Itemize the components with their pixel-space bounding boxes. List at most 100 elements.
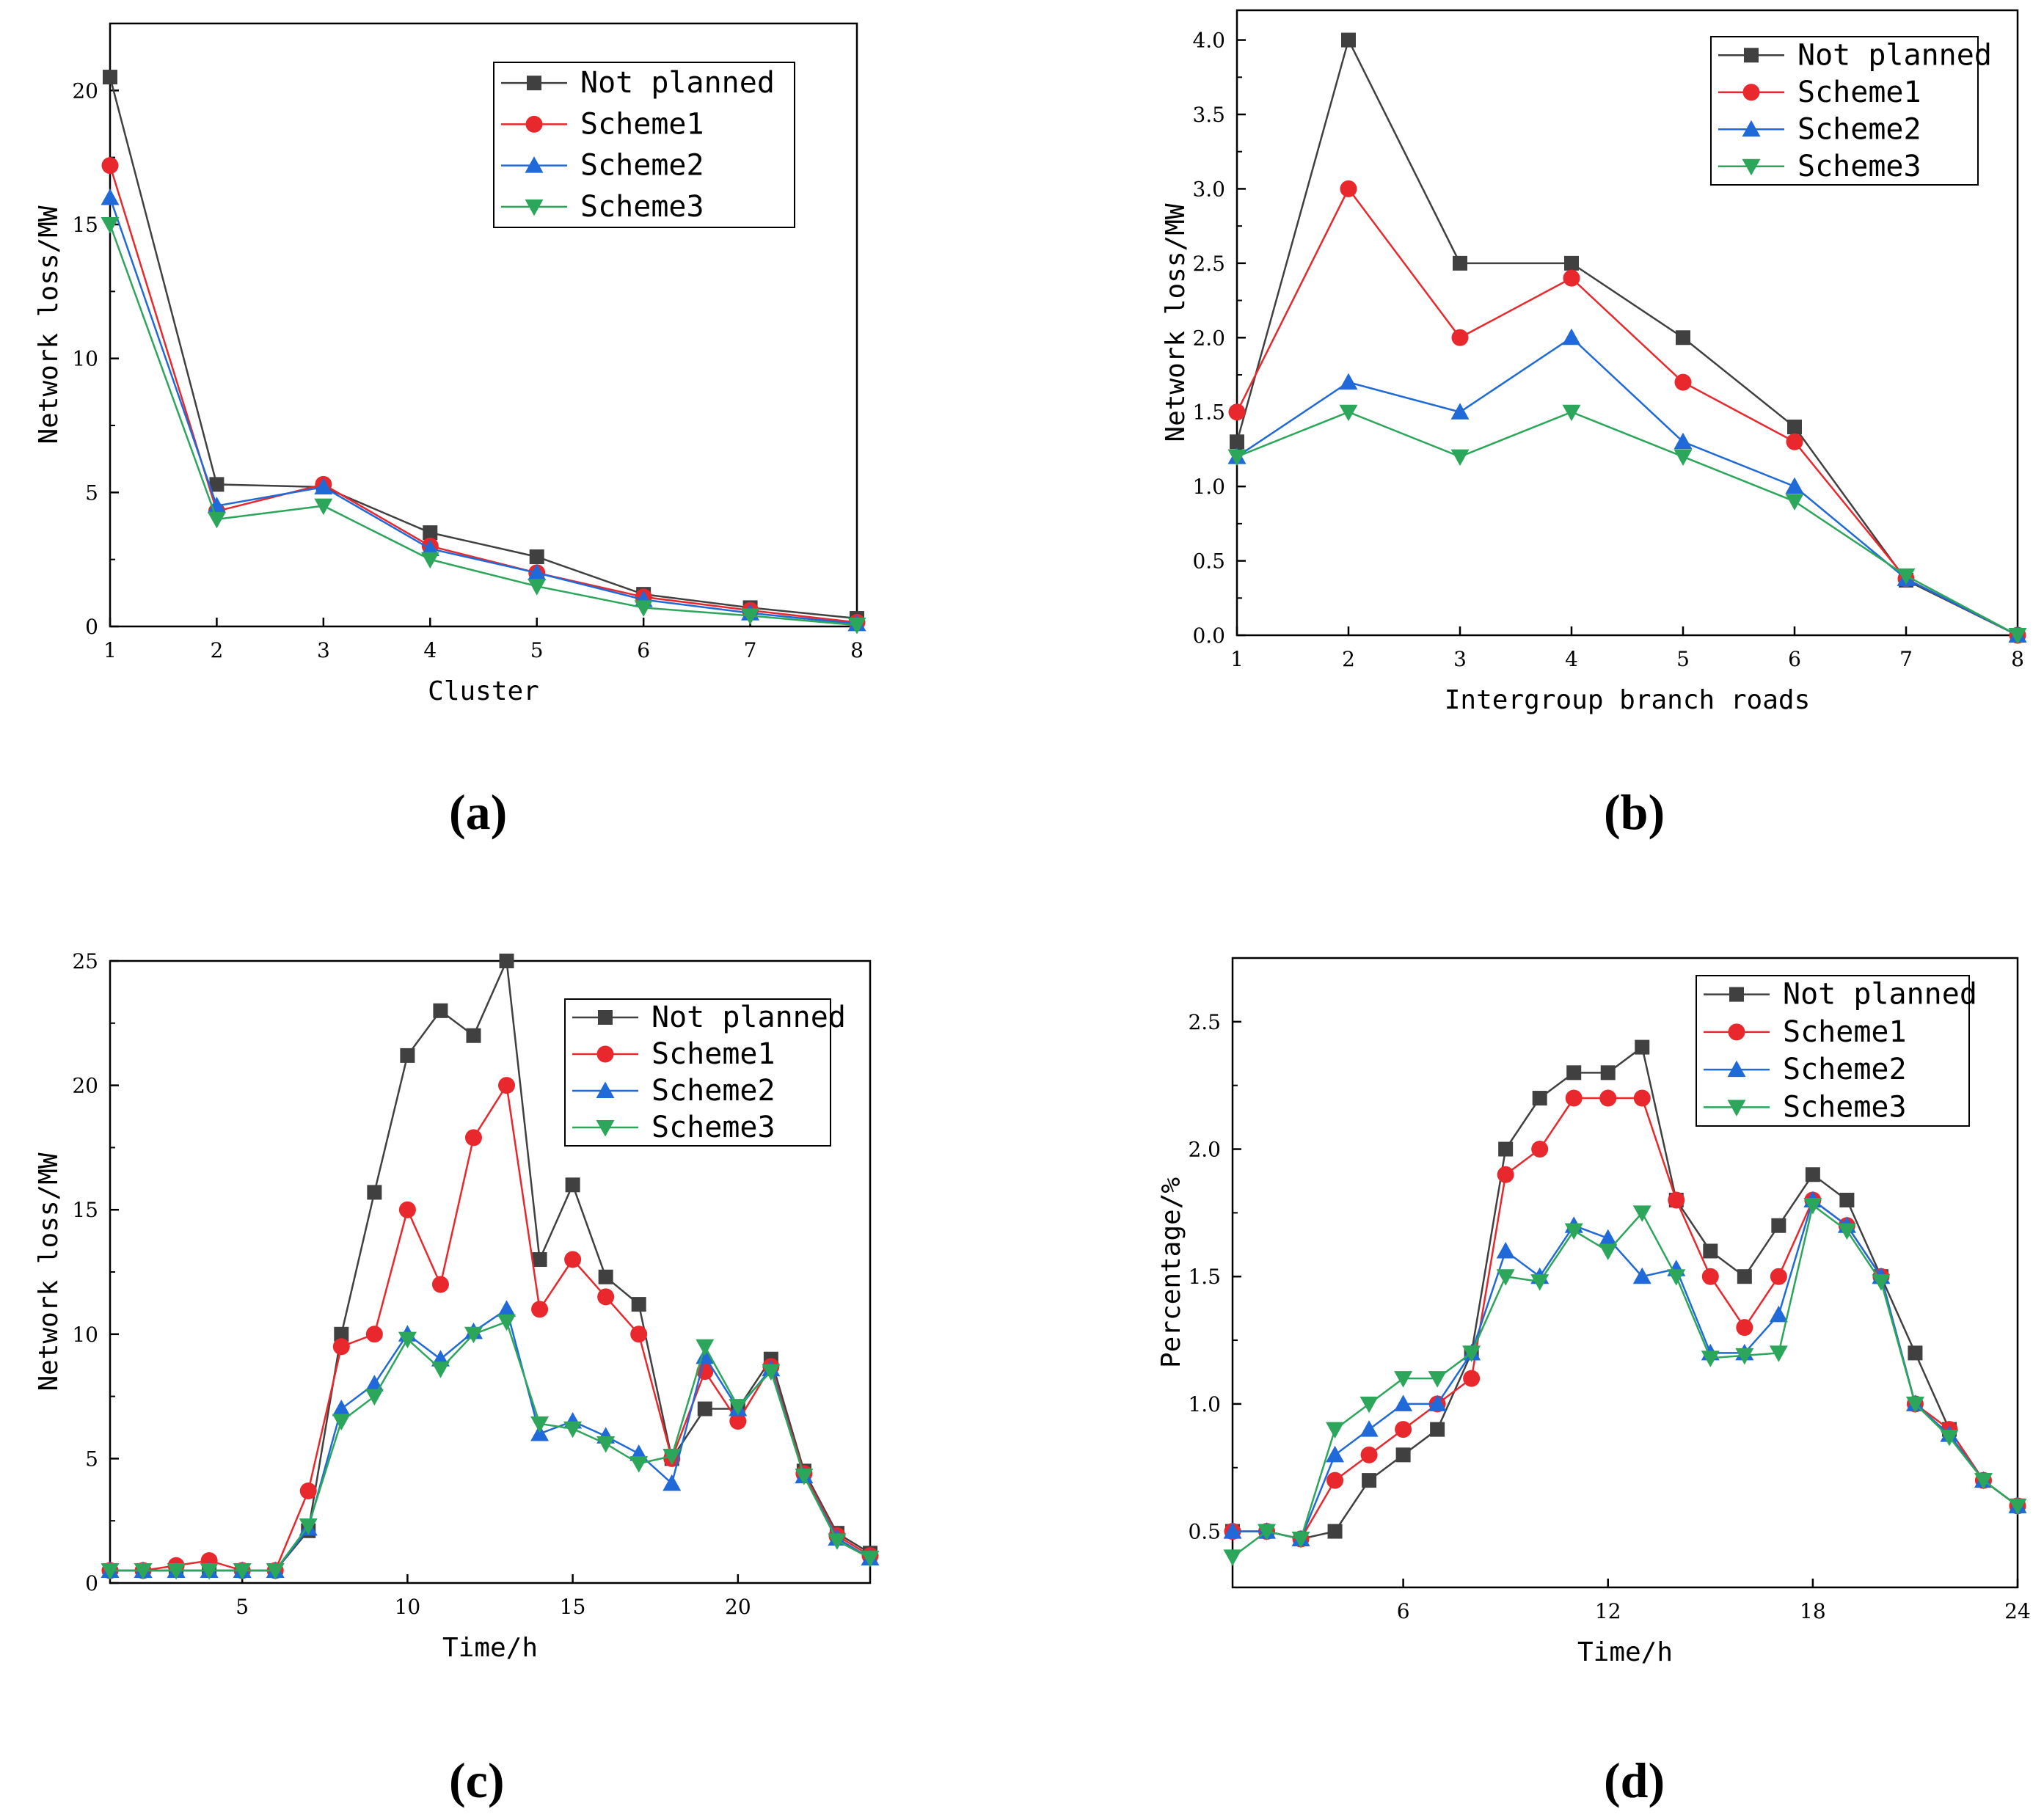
legend-label-scheme2: Scheme2 [1797,112,1921,146]
data-point-scheme1 [299,1482,317,1499]
data-point-scheme3 [1974,1473,1993,1490]
y-tick-label: 5 [85,1447,98,1471]
y-tick-label: 10 [72,347,98,371]
chart-panel-d: 0.5 1.0 1.5 2.0 2.5 6 12 18 24 Time/h Percentage/%… [1156,957,2031,1808]
data-point-scheme3 [1785,494,1804,511]
data-point-scheme3 [634,600,653,617]
y-tick-label: 2.5 [1188,1010,1221,1034]
data-point-scheme3 [1940,1430,1959,1447]
data-point-scheme3 [398,1331,417,1349]
data-point-scheme3 [299,1518,318,1535]
data-point-scheme2 [528,563,547,580]
data-point-scheme1 [531,1301,549,1318]
data-point-scheme2 [1326,1445,1345,1463]
y-tick-label: 15 [72,213,98,237]
data-point-scheme1 [365,1326,383,1343]
data-point-scheme3 [1673,449,1693,467]
x-tick-label: 5 [1676,647,1690,671]
data-point-not_planned [1341,32,1356,48]
y-tick-label: 2.0 [1192,326,1225,350]
y-axis-title: Percentage/% [1156,1177,1186,1368]
y-axis-title: Network loss/MW [34,205,64,444]
y-tick-label: 3.5 [1192,103,1225,127]
data-point-not_planned [529,549,544,565]
y-tick-label: 0.5 [1188,1520,1221,1544]
data-point-not_planned [1676,330,1690,346]
data-point-not_planned [400,1048,415,1063]
data-point-scheme1 [1497,1166,1514,1183]
series-line-scheme1 [109,165,858,624]
data-point-scheme3 [497,1314,517,1331]
series-line-scheme2 [109,197,858,625]
legend-marker-not_planned [527,76,541,91]
y-tick-label: 1.0 [1192,475,1225,499]
data-point-scheme1 [398,1201,416,1218]
data-point-not_planned [466,1028,481,1043]
x-tick-label: 12 [1595,1599,1621,1623]
data-point-scheme3 [1667,1269,1686,1286]
data-point-scheme1 [1451,329,1469,346]
data-point-scheme3 [167,1563,186,1580]
y-tick-label: 15 [72,1198,98,1222]
legend-label-scheme3: Scheme3 [1797,150,1921,183]
data-point-scheme1 [1599,1089,1617,1107]
data-point-scheme2 [332,1400,351,1416]
data-point-scheme3 [828,1533,847,1550]
x-tick-label: 18 [1800,1599,1826,1623]
data-point-scheme3 [1530,1274,1550,1291]
data-point-not_planned [1839,1193,1855,1207]
data-point-not_planned [1600,1065,1616,1081]
data-point-scheme3 [1897,568,1916,585]
data-point-not_planned [1737,1269,1752,1284]
data-point-scheme3 [365,1389,384,1406]
legend-label-not_planned: Not planned [580,66,775,100]
data-point-scheme2 [314,478,333,495]
data-point-scheme1 [1668,1191,1685,1209]
data-point-not_planned [565,1177,580,1193]
data-point-scheme3 [314,498,333,516]
legend-label-not_planned: Not planned [651,1001,846,1034]
data-point-scheme3 [266,1563,285,1580]
y-tick-label: 1.0 [1188,1392,1221,1416]
data-point-scheme2 [663,1474,682,1491]
data-point-scheme3 [663,1449,682,1466]
data-point-not_planned [1805,1167,1820,1182]
data-point-scheme3 [1905,1396,1924,1414]
series-line-scheme1 [1235,187,2018,637]
data-point-scheme3 [1326,1422,1345,1439]
data-point-scheme2 [101,188,120,205]
data-point-not_planned [209,477,225,492]
x-tick-label: 1 [1230,647,1244,671]
series-scheme1 [101,157,866,632]
data-point-scheme1 [1770,1268,1787,1285]
data-point-scheme3 [1223,1549,1242,1566]
data-point-scheme3 [200,1563,219,1580]
legend-marker-scheme2 [1742,120,1761,137]
data-point-scheme3 [1291,1532,1310,1549]
legend-label-not_planned: Not planned [1783,978,1977,1012]
data-point-scheme3 [1496,1269,1515,1286]
data-point-not_planned [631,1297,646,1312]
x-axis-title: Time/h [1577,1637,1673,1667]
x-tick-label: 15 [560,1595,586,1619]
data-point-scheme1 [1565,1089,1583,1107]
x-axis-title: Cluster [428,676,539,706]
data-point-scheme2 [497,1300,517,1317]
legend-marker-not_planned [1744,48,1759,63]
legend-box [493,62,795,228]
legend-label-scheme2: Scheme2 [651,1074,775,1108]
data-point-scheme2 [1632,1267,1651,1284]
data-point-scheme3 [696,1339,715,1356]
data-point-scheme3 [2008,628,2027,645]
data-point-scheme2 [1450,403,1470,420]
data-point-scheme3 [2008,1498,2027,1516]
y-tick-label: 0.0 [1192,624,1225,648]
data-point-not_planned [1787,420,1802,434]
chart-panel-a: 0 5 10 15 20 1 2 3 4 5 6 7 8 Cluster Network loss/MW No… [34,22,866,840]
data-point-scheme1 [1228,403,1246,421]
data-point-not_planned [1532,1091,1547,1106]
data-point-not_planned [1453,255,1467,271]
x-tick-label: 3 [317,638,330,662]
